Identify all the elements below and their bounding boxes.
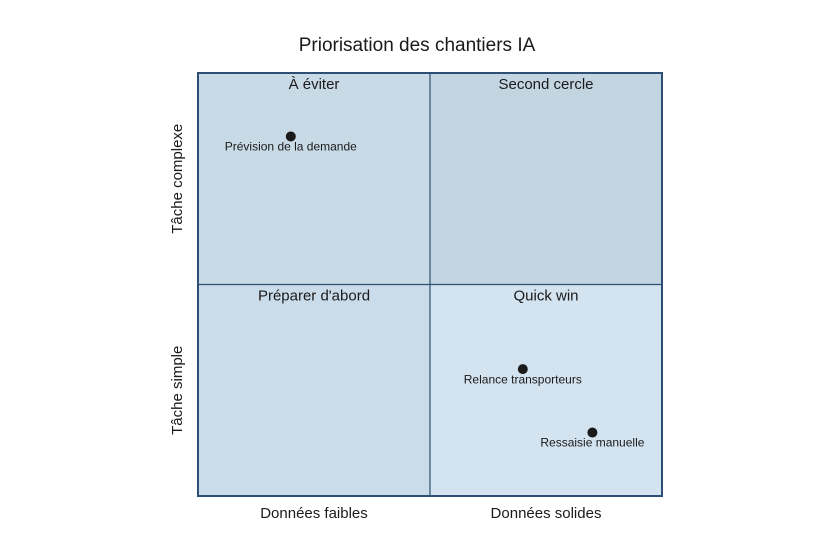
quadrant: [430, 284, 662, 496]
quadrant: [430, 73, 662, 285]
chart-title: Priorisation des chantiers IA: [299, 35, 536, 56]
quadrant-label: Préparer d'abord: [258, 287, 370, 304]
x-axis-label: Données faibles: [260, 505, 368, 522]
plot-border: [197, 72, 663, 497]
quadrant-label: Second cercle: [498, 76, 593, 93]
y-axis-label: Tâche simple: [169, 346, 186, 435]
point: [517, 364, 528, 375]
quadrant-label: Quick win: [513, 287, 578, 304]
x-axis-label: Données solides: [491, 505, 602, 522]
quadrant-label: À éviter: [289, 76, 340, 93]
point-label: Prévision de la demande: [225, 140, 357, 154]
point-label: Ressaisie manuelle: [540, 436, 644, 450]
point: [285, 131, 296, 142]
y-axis-label: Tâche complexe: [169, 124, 186, 234]
point-label: Relance transporteurs: [464, 372, 582, 386]
point: [587, 427, 598, 438]
quadrant: [198, 284, 430, 496]
quadrant: [198, 73, 430, 285]
